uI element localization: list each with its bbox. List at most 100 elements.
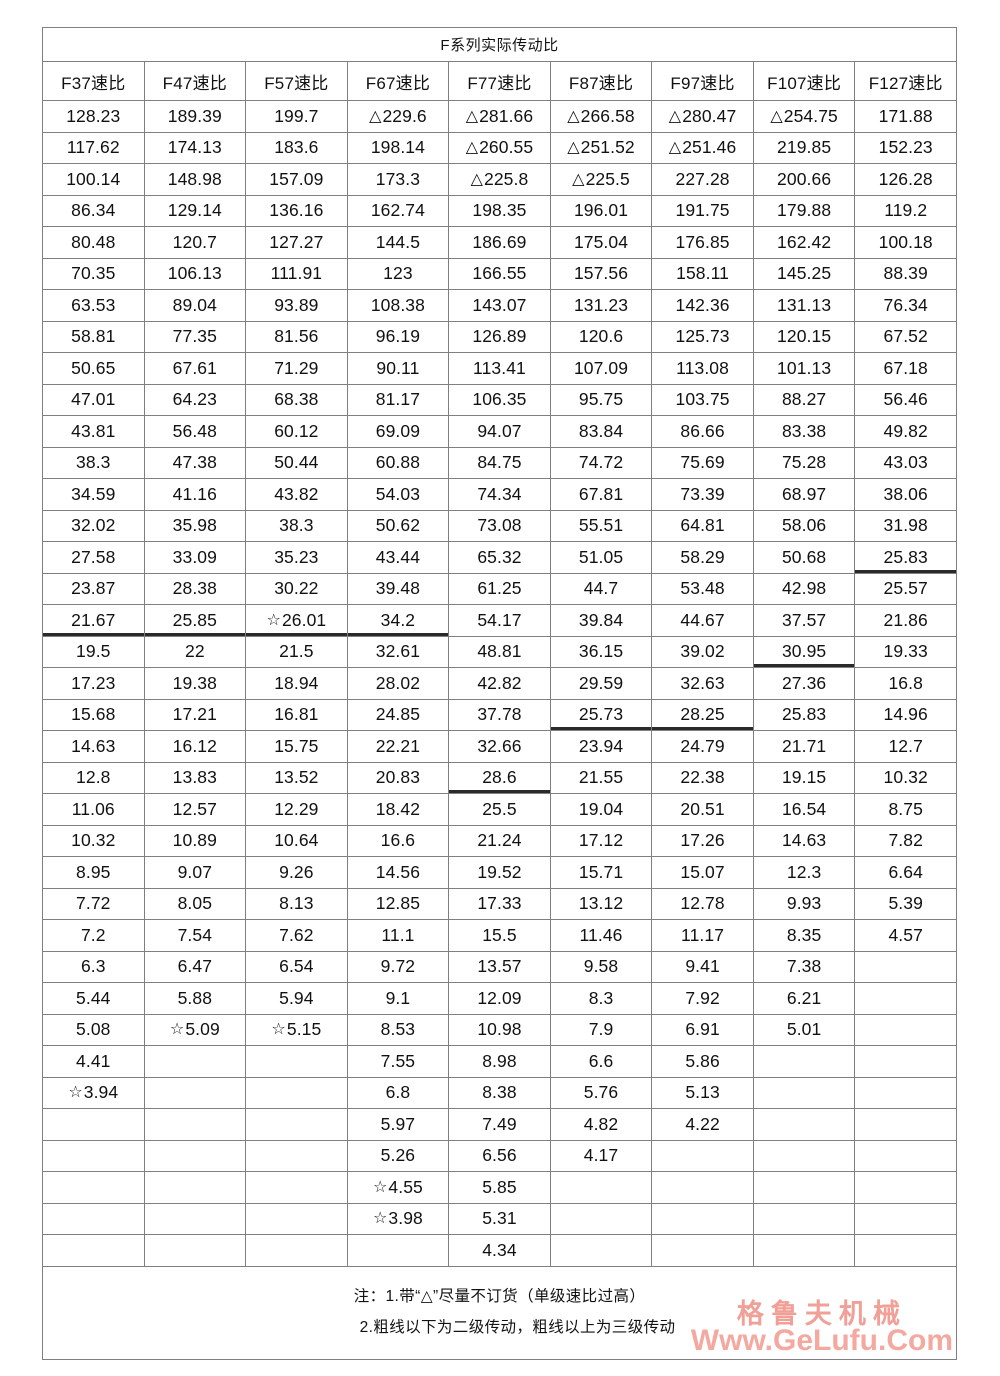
- ratio-cell-f107: 12.3: [752, 856, 856, 889]
- ratio-cell-f67: 14.56: [346, 856, 450, 889]
- ratio-cell-f47: 64.23: [143, 383, 247, 416]
- ratio-cell-empty: [346, 1234, 450, 1267]
- ratio-cell-f127: 4.57: [854, 919, 957, 952]
- ratio-cell-f67: 20.83: [346, 761, 450, 794]
- ratio-cell-f47: 129.14: [143, 194, 247, 227]
- ratio-cell-empty: [42, 1139, 145, 1172]
- table-row: 70.35 106.13 111.91 123 166.55 157.56 158.11 14…: [42, 257, 957, 290]
- ratio-cell-f127: 16.8: [854, 667, 957, 700]
- ratio-cell-f127: 67.18: [854, 352, 957, 385]
- ratio-cell-f67: 16.6: [346, 824, 450, 857]
- ratio-cell-f107: 5.01: [752, 1013, 856, 1046]
- ratio-cell-empty: [752, 1108, 856, 1141]
- ratio-cell-f37: 32.02: [42, 509, 145, 542]
- ratio-cell-f97: 44.67: [651, 604, 754, 637]
- ratio-cell-f127: 10.32: [854, 761, 957, 794]
- ratio-cell-f87: 19.04: [549, 793, 653, 826]
- table-row: 27.58 33.09 35.23 43.44 65.32 51.05 58.29 50.68…: [42, 541, 957, 574]
- ratio-cell-f37: 19.5: [42, 635, 145, 668]
- ratio-cell-f107: 8.35: [752, 919, 856, 952]
- ratio-cell-f47: 10.89: [143, 824, 247, 857]
- ratio-cell-f47: 16.12: [143, 730, 247, 763]
- triangle-warning-icon: △: [668, 139, 682, 157]
- ratio-cell-f77: △225.8: [448, 163, 551, 196]
- ratio-cell-f57: 16.81: [245, 698, 348, 731]
- ratio-cell-f77: △281.66: [448, 100, 551, 133]
- table-row: 43.81 56.48 60.12 69.09 94.07 83.84 86.66 83.38…: [42, 415, 957, 448]
- ratio-cell-f77: 13.57: [448, 950, 551, 983]
- ratio-cell-f97: 103.75: [651, 383, 754, 416]
- ratio-cell-f47: 56.48: [143, 415, 247, 448]
- ratio-cell-f57: 35.23: [245, 541, 348, 574]
- ratio-cell-f87: 4.17: [549, 1139, 653, 1172]
- ratio-cell-empty: [752, 1076, 856, 1109]
- ratio-cell-f57: 43.82: [245, 478, 348, 511]
- triangle-warning-icon: △: [369, 107, 382, 125]
- ratio-cell-f47: 28.38: [143, 572, 247, 605]
- table-row: ☆4.55 5.85: [42, 1171, 957, 1204]
- ratio-cell-f97: 12.78: [651, 887, 754, 920]
- ratio-cell-empty: [854, 1234, 957, 1267]
- ratio-cell-f67: 6.8: [346, 1076, 450, 1109]
- ratio-cell-f107: 68.97: [752, 478, 856, 511]
- column-header-f87: F87速比: [549, 61, 653, 101]
- ratio-cell-f37: 38.3: [42, 446, 145, 479]
- note-line-1: 注：1.带“△”尽量不订货（单级速比过高）: [353, 1288, 646, 1306]
- ratio-cell-f37: 6.3: [42, 950, 145, 983]
- table-row: 23.87 28.38 30.22 39.48 61.25 44.7 53.48 42.98 2…: [42, 572, 957, 605]
- table-row: ☆3.98 5.31: [42, 1202, 957, 1235]
- ratio-cell-f77: 21.24: [448, 824, 551, 857]
- ratio-cell-f77: 65.32: [448, 541, 551, 574]
- ratio-cell-f67: 18.42: [346, 793, 450, 826]
- ratio-cell-f87: 157.56: [549, 257, 653, 290]
- ratio-cell-f97: 75.69: [651, 446, 754, 479]
- ratio-cell-f47: 41.16: [143, 478, 247, 511]
- ratio-cell-f97: 64.81: [651, 509, 754, 542]
- ratio-cell-f37: 23.87: [42, 572, 145, 605]
- ratio-cell-empty: [245, 1139, 348, 1172]
- ratio-cell-f57: 12.29: [245, 793, 348, 826]
- ratio-cell-empty: [651, 1202, 754, 1235]
- ratio-cell-f77: 42.82: [448, 667, 551, 700]
- ratio-cell-f37: 34.59: [42, 478, 145, 511]
- ratio-cell-f77: 73.08: [448, 509, 551, 542]
- table-row: 128.23 189.39 199.7 △229.6 △281.66 △266.58 △28…: [42, 100, 957, 133]
- ratio-cell-empty: [143, 1076, 247, 1109]
- ratio-cell-f107: 58.06: [752, 509, 856, 542]
- ratio-cell-f37: 17.23: [42, 667, 145, 700]
- ratio-cell-f37: 14.63: [42, 730, 145, 763]
- ratio-cell-f37: 12.8: [42, 761, 145, 794]
- table-row: 7.2 7.54 7.62 11.1 15.5 11.46 11.17 8.35 4.57: [42, 919, 957, 952]
- ratio-cell-f37: 15.68: [42, 698, 145, 731]
- ratio-cell-empty: [245, 1202, 348, 1235]
- table-row: 38.3 47.38 50.44 60.88 84.75 74.72 75.69 75.28 4…: [42, 446, 957, 479]
- ratio-cell-f77: 37.78: [448, 698, 551, 731]
- ratio-cell-f87: 36.15: [549, 635, 653, 668]
- ratio-cell-f37: 7.72: [42, 887, 145, 920]
- ratio-cell-f87: 55.51: [549, 509, 653, 542]
- ratio-cell-empty: [245, 1045, 348, 1078]
- ratio-cell-f87: 51.05: [549, 541, 653, 574]
- ratio-cell-f67: 5.97: [346, 1108, 450, 1141]
- ratio-cell-empty: [143, 1108, 247, 1141]
- ratio-cell-f57: 199.7: [245, 100, 348, 133]
- ratio-cell-f87: 95.75: [549, 383, 653, 416]
- ratio-cell-f77: 4.34: [448, 1234, 551, 1267]
- ratio-cell-empty: [143, 1234, 247, 1267]
- ratio-cell-f37: 10.32: [42, 824, 145, 857]
- ratio-cell-f107: 179.88: [752, 194, 856, 227]
- spec-sheet: F系列实际传动比 F37速比 F47速比 F57速比 F67速比 F77速比 F87速比 F…: [42, 27, 957, 1360]
- ratio-cell-f57: 6.54: [245, 950, 348, 983]
- ratio-cell-f67: 123: [346, 257, 450, 290]
- ratio-cell-f37: 4.41: [42, 1045, 145, 1078]
- ratio-cell-f107: 42.98: [752, 572, 856, 605]
- ratio-cell-f97: 24.79: [651, 730, 754, 763]
- ratio-cell-f77: 74.34: [448, 478, 551, 511]
- ratio-cell-f107: 27.36: [752, 667, 856, 700]
- ratio-cell-empty: [854, 1202, 957, 1235]
- ratio-cell-empty: [651, 1171, 754, 1204]
- ratio-cell-f47: 13.83: [143, 761, 247, 794]
- ratio-cell-f87: 29.59: [549, 667, 653, 700]
- ratio-cell-f97: 11.17: [651, 919, 754, 952]
- ratio-cell-f87: 13.12: [549, 887, 653, 920]
